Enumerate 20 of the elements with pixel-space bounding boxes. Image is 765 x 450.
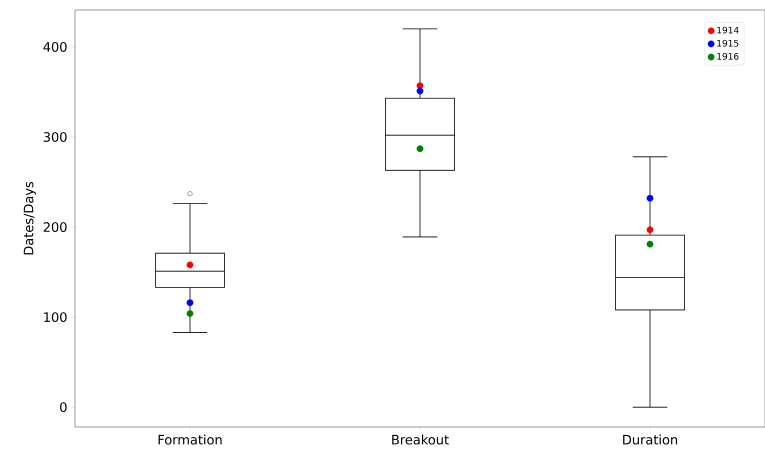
y-tick-label: 0 [60, 402, 67, 412]
point [416, 145, 424, 152]
x-tick-label: Formation [158, 434, 222, 445]
y-tick-label: 100 [44, 312, 67, 322]
point [186, 310, 194, 317]
legend-label: 1915 [717, 40, 738, 47]
x-tick-label: Breakout [392, 434, 449, 445]
point [646, 194, 654, 202]
y-tick-label: 200 [44, 222, 67, 232]
point [416, 88, 424, 94]
point [186, 261, 194, 268]
point [646, 226, 654, 234]
y-axis-title: Dates/Days [24, 182, 36, 254]
legend-label: 1914 [717, 26, 739, 34]
x-tick-label: Duration [623, 434, 678, 445]
legend-label: 1916 [717, 52, 739, 60]
point [186, 299, 194, 306]
y-tick-label: 400 [43, 42, 67, 52]
y-tick-label: 300 [44, 132, 67, 142]
point [646, 240, 654, 248]
